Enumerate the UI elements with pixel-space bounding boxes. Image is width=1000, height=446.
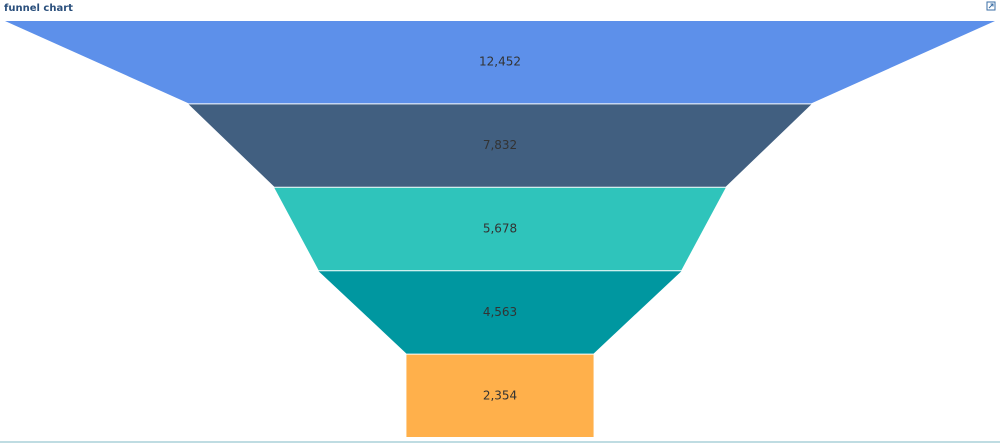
value-label: 12,452 xyxy=(479,55,521,69)
value-label: 5,678 xyxy=(483,222,517,236)
chart-title: funnel chart xyxy=(4,3,73,14)
funnel-segment xyxy=(274,187,726,271)
funnel-segment xyxy=(188,104,812,187)
value-label: 7,832 xyxy=(483,138,517,152)
value-label: 2,354 xyxy=(483,388,517,402)
funnel-segment xyxy=(318,271,682,354)
value-label: 4,563 xyxy=(483,305,517,319)
funnel-segment xyxy=(5,21,995,104)
funnel-segment xyxy=(406,354,594,437)
expand-icon[interactable] xyxy=(986,1,996,11)
